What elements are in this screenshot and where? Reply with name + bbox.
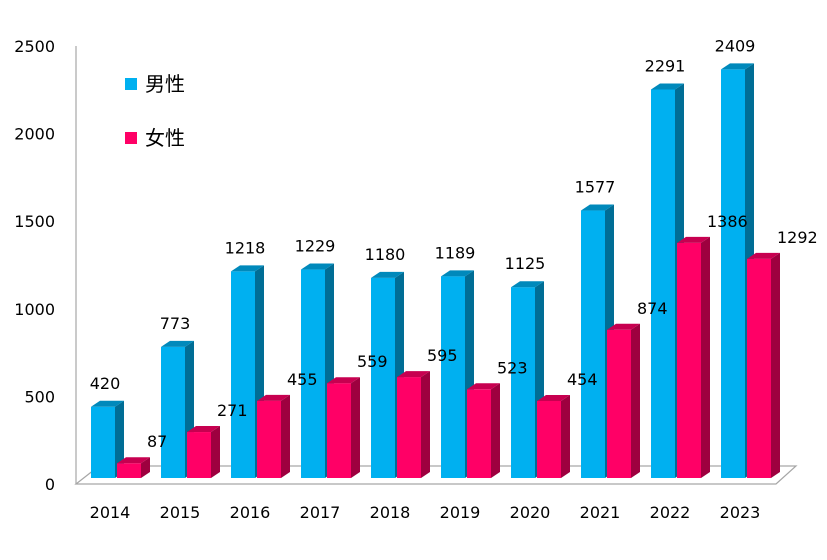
data-label-male: 1125: [505, 254, 546, 273]
data-label-female: 271: [217, 401, 248, 420]
data-label-male: 773: [160, 314, 191, 333]
x-tick-label: 2023: [720, 503, 761, 522]
bar-male-top: [371, 271, 404, 278]
bar-male-side: [115, 400, 124, 478]
bar-male: [651, 89, 675, 478]
bar-female-side: [771, 252, 780, 478]
y-tick-label: 0: [45, 475, 55, 494]
bar-male-top: [231, 265, 264, 272]
bar-male-top: [161, 340, 194, 347]
bar-female-top: [327, 377, 360, 384]
bar-female-top: [747, 252, 780, 259]
data-label-male: 1180: [365, 245, 406, 264]
data-label-male: 1218: [225, 238, 266, 257]
bar-male-top: [651, 83, 684, 90]
bar-female-side: [631, 323, 640, 478]
data-label-female: 1386: [707, 212, 748, 231]
bar-female-top: [537, 395, 570, 402]
bar-female: [607, 329, 631, 478]
legend: 男性 女性: [125, 72, 185, 150]
bar-male-top: [301, 263, 334, 270]
bar-male-top: [441, 270, 474, 277]
data-label-female: 559: [357, 352, 388, 371]
data-label-female: 1292: [777, 228, 818, 247]
x-tick-label: 2021: [580, 503, 621, 522]
bar-male: [581, 210, 605, 478]
legend-swatch-female: [125, 132, 137, 144]
bar-male-top: [581, 204, 614, 211]
bar-male-top: [721, 63, 754, 70]
bar-male-top: [91, 400, 124, 407]
data-label-male: 420: [90, 374, 121, 393]
x-tick-label: 2016: [230, 503, 271, 522]
x-tick-label: 2014: [90, 503, 131, 522]
bars-group: [91, 63, 780, 479]
bar-female-side: [561, 395, 570, 478]
bar-female: [187, 432, 211, 478]
bar-female-side: [211, 426, 220, 478]
data-label-male: 1229: [295, 237, 336, 256]
x-tick-label: 2019: [440, 503, 481, 522]
legend-label-female: 女性: [145, 126, 185, 150]
legend-swatch-male: [125, 78, 137, 90]
data-label-male: 1189: [435, 243, 476, 262]
data-label-female: 874: [637, 299, 668, 318]
bar-male: [301, 269, 325, 478]
bar-female-top: [397, 371, 430, 378]
y-tick-label: 500: [24, 387, 55, 406]
y-tick-label: 1500: [14, 212, 55, 231]
x-tick-label: 2022: [650, 503, 691, 522]
bar-male: [371, 277, 395, 478]
bar-female-side: [351, 377, 360, 478]
bar-female: [677, 242, 701, 478]
bar-female-side: [421, 371, 430, 478]
x-tick-label: 2018: [370, 503, 411, 522]
x-tick-label: 2020: [510, 503, 551, 522]
bar-female: [257, 400, 281, 478]
bar-female-side: [281, 394, 290, 478]
bar-female-top: [257, 394, 290, 401]
bar-female-side: [701, 236, 710, 478]
bar-female: [397, 377, 421, 478]
bar-male: [721, 69, 745, 479]
bar-female: [537, 401, 561, 478]
bar-female-top: [677, 236, 710, 243]
y-tick-label: 1000: [14, 300, 55, 319]
bar-female-side: [141, 457, 150, 478]
bar-female: [117, 463, 141, 478]
bar-male: [161, 346, 185, 478]
bar-male: [511, 287, 535, 478]
legend-label-male: 男性: [145, 72, 185, 96]
data-label-female: 523: [497, 358, 528, 377]
data-label-female: 454: [567, 370, 598, 389]
bar-female-top: [187, 426, 220, 433]
data-labels-group: 420 87 773 271 1218 455 1229 559 1180 595 1189 523 1…: [90, 36, 818, 451]
x-tick-label: 2017: [300, 503, 341, 522]
bar-male: [441, 276, 465, 478]
y-axis: 0 500 1000 1500 2000 2500: [14, 37, 77, 494]
bar-female-side: [491, 383, 500, 478]
data-label-female: 595: [427, 346, 458, 365]
y-tick-label: 2000: [14, 125, 55, 144]
data-label-female: 455: [287, 370, 318, 389]
data-label-male: 2291: [645, 56, 686, 75]
bar-female: [747, 258, 771, 478]
data-label-male: 1577: [575, 178, 616, 197]
bar-female-top: [117, 457, 150, 464]
bar-female: [327, 383, 351, 478]
x-axis-ticks: 2014 2015 2016 2017 2018 2019 2020 2021 2022 2023: [90, 503, 761, 522]
data-label-female: 87: [147, 432, 167, 451]
data-label-male: 2409: [715, 36, 756, 55]
bar-female: [467, 389, 491, 478]
bar-male: [91, 406, 115, 478]
bar-male: [231, 271, 255, 478]
x-tick-label: 2015: [160, 503, 201, 522]
bar-female-top: [607, 323, 640, 330]
bar-female-top: [467, 383, 500, 390]
y-tick-label: 2500: [14, 37, 55, 56]
bar-male-top: [511, 281, 544, 288]
